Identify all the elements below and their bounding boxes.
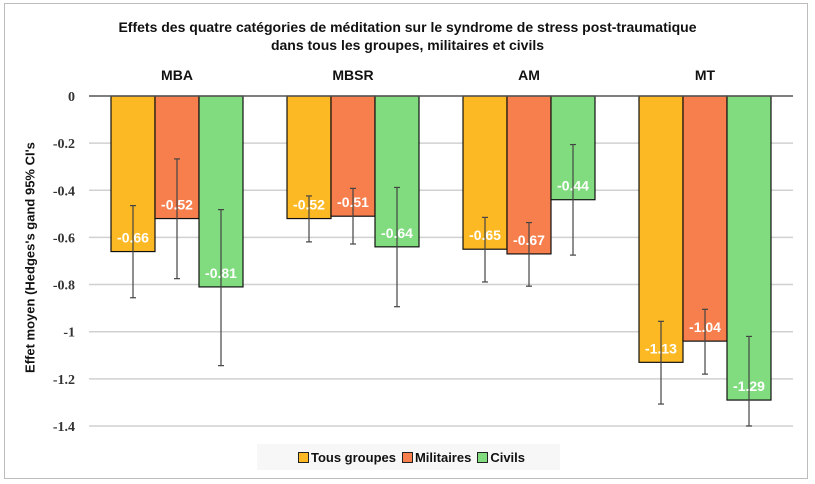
data-label: -0.67 <box>513 232 545 248</box>
chart-title: Effets des quatre catégories de méditati… <box>118 19 697 35</box>
y-tick-label: -0.8 <box>53 279 75 294</box>
data-label: -1.29 <box>733 378 765 394</box>
chart-subtitle: dans tous les groupes, militaires et civ… <box>270 37 545 53</box>
data-label: -0.64 <box>381 225 413 241</box>
bar <box>638 95 684 363</box>
legend-swatch <box>401 451 413 463</box>
category-label: MBSR <box>332 67 373 83</box>
data-label: -0.44 <box>557 178 589 194</box>
bar <box>682 95 728 342</box>
y-tick-label: -0.4 <box>53 184 75 199</box>
legend-swatch <box>477 451 489 463</box>
legend-label: Tous groupes <box>310 449 396 465</box>
y-tick-label: -0.6 <box>53 231 75 246</box>
category-label: MT <box>695 67 716 83</box>
y-tick-label: -1.2 <box>53 373 75 388</box>
y-tick-label: -0.2 <box>53 137 75 152</box>
data-label: -0.65 <box>469 227 501 243</box>
legend-swatch <box>297 451 309 463</box>
legend-label: Civils <box>490 449 526 465</box>
data-label: -0.81 <box>205 265 237 281</box>
data-label: -0.52 <box>293 197 325 213</box>
y-tick-label: 0 <box>68 90 75 105</box>
data-label: -0.52 <box>161 197 193 213</box>
y-tick-label: -1 <box>63 326 75 341</box>
legend: Tous groupes Militaires Civils <box>257 444 560 470</box>
chart-frame <box>4 3 808 479</box>
data-label: -1.13 <box>645 340 677 356</box>
data-label: -0.51 <box>337 194 369 210</box>
category-label: AM <box>518 67 540 83</box>
y-tick-label: -1.4 <box>53 420 75 435</box>
category-label: MBA <box>161 67 193 83</box>
data-label: -1.04 <box>689 319 721 335</box>
data-label: -0.66 <box>117 230 149 246</box>
legend-label: Militaires <box>414 449 472 465</box>
